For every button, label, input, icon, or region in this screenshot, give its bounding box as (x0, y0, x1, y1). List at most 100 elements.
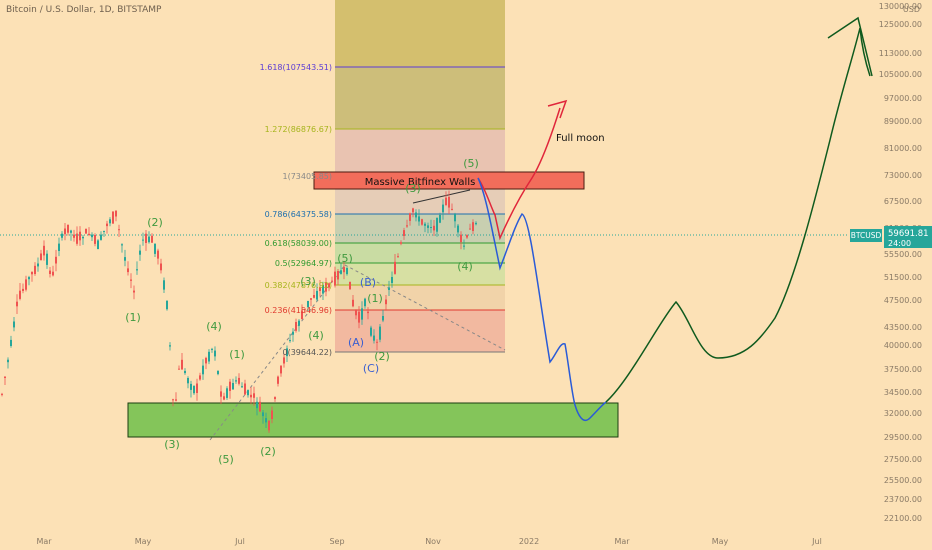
fib-zone-1618-top (335, 0, 505, 67)
candle-body (82, 236, 84, 239)
candle-body (409, 213, 411, 221)
time-axis[interactable]: Mar May Jul Sep Nov 2022 Mar May Jul (36, 537, 821, 546)
candle-body (121, 244, 123, 246)
candle-body (88, 233, 90, 235)
candle-body (277, 376, 279, 384)
wave-label: (4) (457, 260, 473, 273)
trend-line-wall (412, 189, 471, 204)
candle-body (379, 326, 381, 340)
y-tick-label: 22100.00 (884, 514, 922, 523)
candle-body (406, 225, 408, 227)
candle-body (472, 222, 474, 231)
fib-label-1272: 1.272(86876.67) (265, 125, 332, 134)
x-tick-label: May (135, 537, 152, 546)
price-axis[interactable]: 130000.00 125000.00 113000.00 105000.00 9700… (879, 2, 922, 523)
fib-label-0236: 0.236(41546.96) (265, 306, 332, 315)
price-unit: USD (903, 5, 920, 14)
candle-body (124, 257, 126, 261)
support-zone[interactable] (127, 402, 619, 438)
x-tick-label: Mar (36, 537, 52, 546)
candle-body (253, 393, 255, 398)
candle-body (211, 348, 213, 350)
trend-line-1 (209, 264, 346, 441)
candle-body (10, 339, 12, 346)
candle-body (223, 396, 225, 400)
candle-body (262, 412, 264, 417)
annotation-massive-walls: Massive Bitfinex Walls (365, 177, 476, 188)
candle-body (337, 271, 339, 280)
candle-body (55, 256, 57, 264)
wave-labels-blue: (A) (B) (C) (348, 276, 379, 375)
candle-body (241, 386, 243, 388)
candle-body (463, 245, 465, 247)
candle-body (340, 270, 342, 274)
candle-body (370, 327, 372, 336)
candle-body (100, 234, 102, 240)
candle-body (46, 253, 48, 265)
candle-body (178, 368, 180, 370)
fib-label-0382: 0.382(47876.92) (265, 281, 332, 290)
candle-body (16, 301, 18, 307)
wave-label: (3) (300, 275, 316, 288)
candle-body (202, 365, 204, 375)
candle-body (451, 208, 453, 210)
wave-label: (5) (218, 453, 234, 466)
candle-body (304, 308, 306, 310)
wave-label: (2) (374, 350, 390, 363)
candle-body (217, 370, 219, 375)
candle-body (193, 385, 195, 394)
y-tick-label: 81000.00 (884, 144, 922, 153)
y-tick-label: 130000.00 (879, 2, 922, 11)
candle-body (31, 271, 33, 275)
fib-zone-1-1272 (335, 129, 505, 176)
candle-body (328, 283, 330, 288)
wave-label: (4) (308, 329, 324, 342)
candle-body (37, 263, 39, 267)
candle-body (91, 234, 93, 238)
wave-label: (5) (337, 252, 353, 265)
candle-body (232, 383, 234, 390)
candle-body (85, 229, 87, 234)
wave-label: (3) (405, 182, 421, 195)
wave-label: (4) (206, 320, 222, 333)
candle-body (430, 227, 432, 228)
symbol-title[interactable]: Bitcoin / U.S. Dollar, 1D, BITSTAMP (6, 5, 162, 15)
candle-body (364, 298, 366, 307)
candle-body (208, 351, 210, 362)
candle-body (400, 242, 402, 244)
y-tick-label: 97000.00 (884, 94, 922, 103)
candle-body (469, 228, 471, 230)
candle-body (1, 393, 3, 395)
fib-label-0786: 0.786(64375.58) (265, 210, 332, 219)
candle-body (301, 310, 303, 319)
candle-body (136, 269, 138, 271)
candle-body (49, 270, 51, 274)
candle-body (43, 245, 45, 256)
y-tick-label: 51500.00 (884, 273, 922, 282)
candle-body (349, 281, 351, 290)
candle-body (454, 214, 456, 222)
x-tick-label: May (712, 537, 729, 546)
y-tick-label: 73000.00 (884, 171, 922, 180)
candle-body (475, 222, 477, 225)
fib-label-0618: 0.618(58039.00) (265, 239, 332, 248)
candle-body (226, 388, 228, 398)
candle-body (139, 250, 141, 255)
candle-body (205, 357, 207, 364)
candle-body (70, 230, 72, 233)
resistance-zone[interactable] (313, 171, 585, 190)
candle-body (34, 265, 36, 274)
candle-body (25, 279, 27, 290)
candle-body (103, 230, 105, 232)
y-tick-label: 32000.00 (884, 409, 922, 418)
candle-body (28, 277, 30, 280)
trend-line-2 (344, 264, 506, 351)
candle-body (247, 390, 249, 396)
y-tick-label: 113000.00 (879, 49, 922, 58)
candle-body (115, 210, 117, 217)
projection-dark-green (605, 27, 871, 403)
candle-body (172, 399, 174, 401)
candle-body (163, 280, 165, 290)
candle-body (424, 223, 426, 226)
